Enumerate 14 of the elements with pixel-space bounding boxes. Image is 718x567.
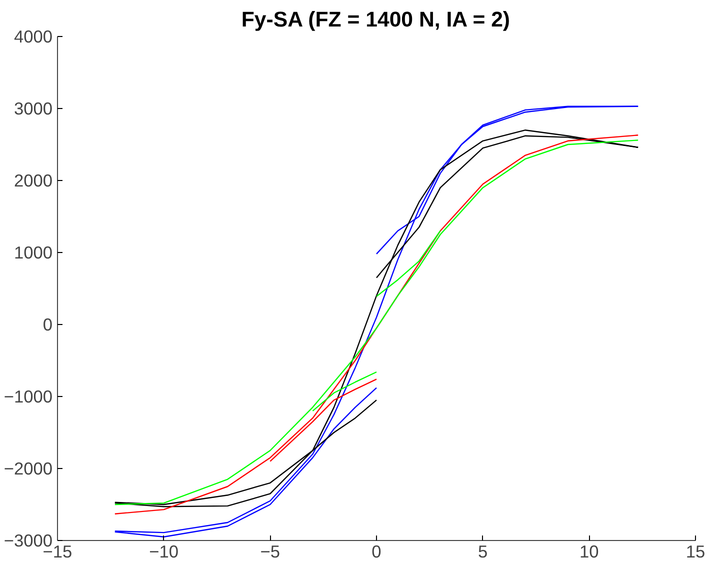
x-tick-label: 10 (580, 542, 599, 562)
y-tick-label: −1000 (4, 386, 53, 406)
y-tick-label: −2000 (4, 458, 53, 478)
y-tick-label: 0 (42, 314, 53, 334)
x-tick-label: −10 (149, 542, 179, 562)
chart-title: Fy-SA (FZ = 1400 N, IA = 2) (241, 8, 510, 32)
x-tick-label: −5 (260, 542, 280, 562)
y-tick-label: 4000 (14, 26, 53, 46)
x-tick-label: 15 (686, 542, 706, 562)
y-tick-label: 1000 (14, 242, 53, 262)
y-tick-label: 2000 (14, 170, 53, 190)
y-tick-label: 3000 (14, 98, 53, 118)
x-tick-label: 5 (478, 542, 488, 562)
x-tick-label: 0 (372, 542, 382, 562)
